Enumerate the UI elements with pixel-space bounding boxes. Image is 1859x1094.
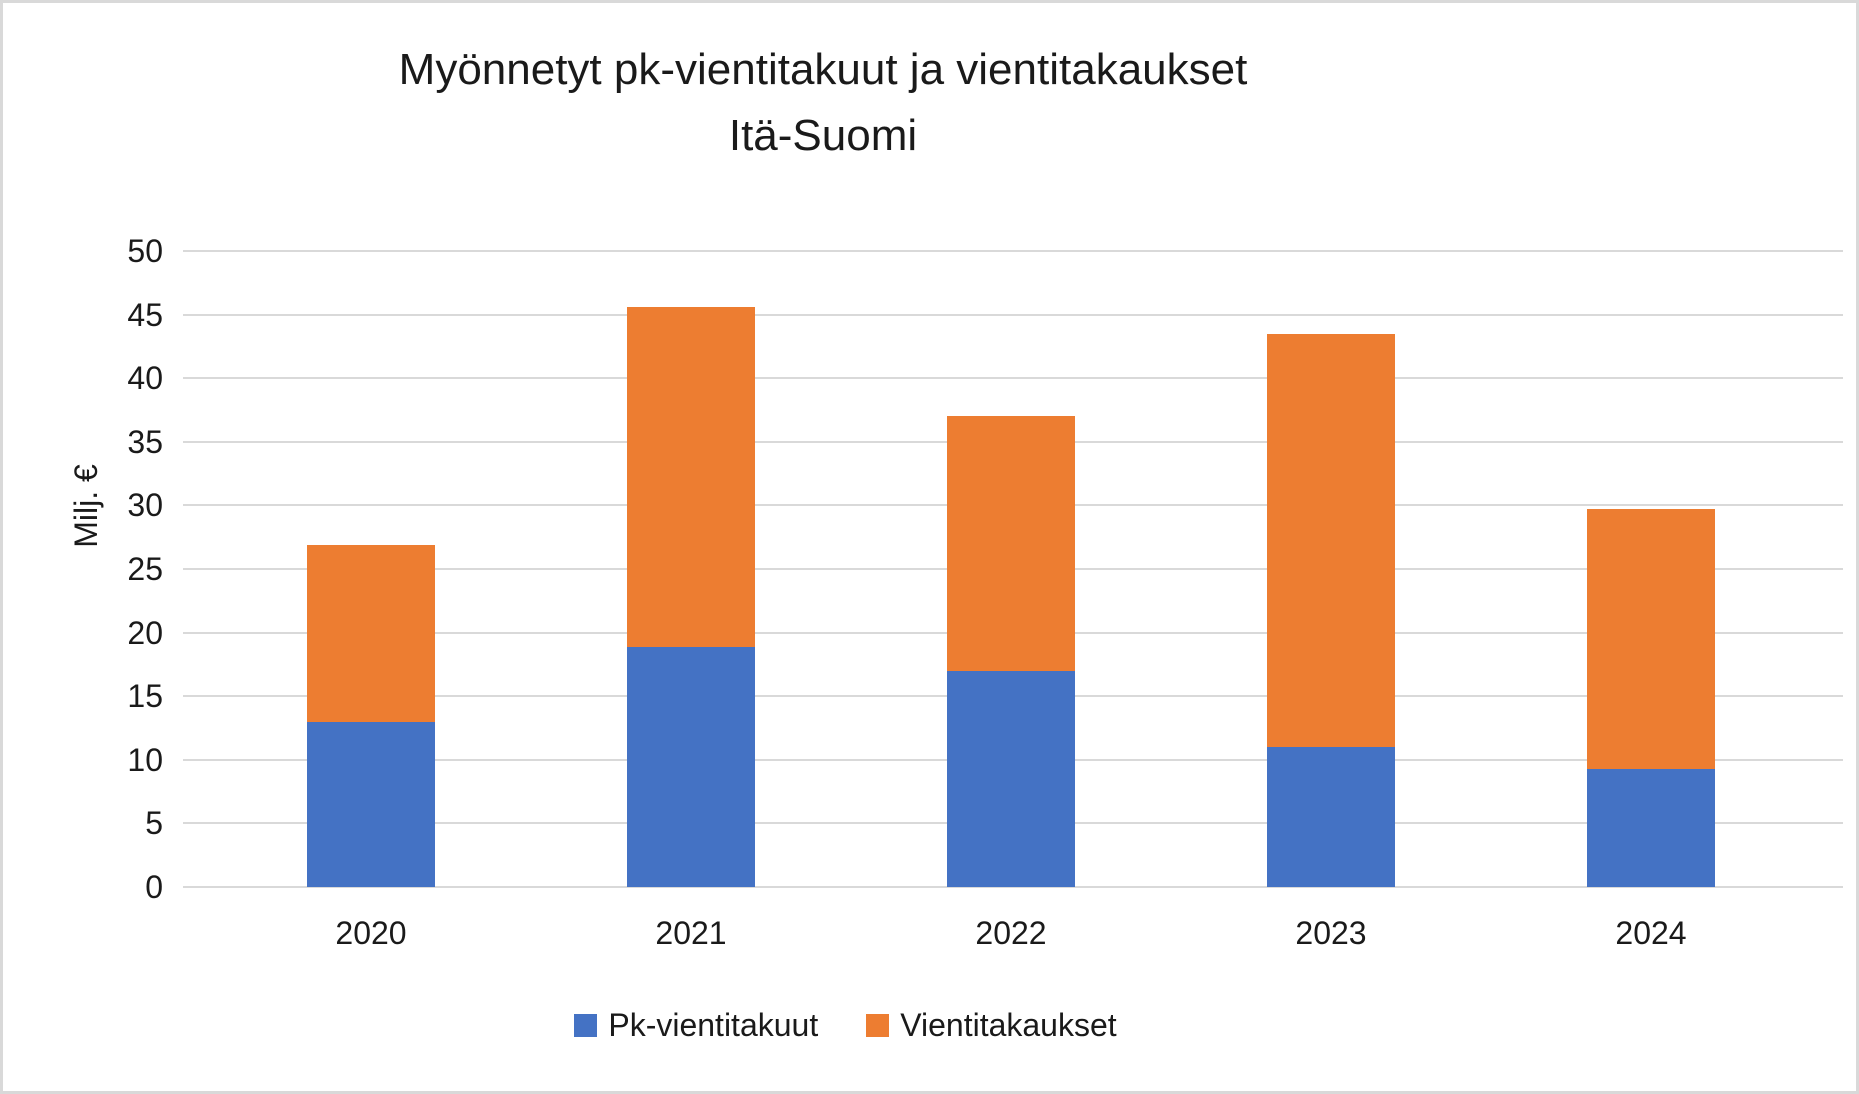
y-tick-label-25: 25	[127, 551, 163, 587]
legend-item-pk-vientitakuut: Pk-vientitakuut	[574, 1007, 818, 1043]
y-tick-label-0: 0	[145, 869, 163, 905]
legend-item-vientitakaukset: Vientitakaukset	[866, 1007, 1117, 1043]
gridline-40	[183, 377, 1843, 380]
bar-2020-pk-vientitakuut	[307, 721, 435, 887]
legend-swatch-pk-vientitakuut	[574, 1013, 598, 1037]
bar-2024-pk-vientitakuut	[1587, 768, 1715, 887]
bar-2021-vientitakaukset	[627, 306, 755, 647]
chart-title: Myönnetyt pk-vientitakuut ja vientitakau…	[3, 37, 1643, 169]
legend: Pk-vientitakuut Vientitakaukset	[3, 1007, 1772, 1043]
y-tick-label-15: 15	[127, 678, 163, 715]
y-tick-label-10: 10	[127, 741, 163, 778]
bar-2020-vientitakaukset	[307, 544, 435, 722]
y-tick-label-50: 50	[127, 233, 163, 269]
plot-area: 0 5 10 15 20 25 30 35 40 45 50 2020 2021 2022 2023 2024	[3, 3, 1856, 1091]
chart-title-line1: Myönnetyt pk-vientitakuut ja vientitakau…	[398, 45, 1248, 94]
y-tick-label-30: 30	[127, 487, 163, 524]
gridline-45	[183, 313, 1843, 316]
x-axis-label-2020: 2020	[335, 915, 407, 951]
gridline-0	[183, 886, 1843, 888]
chart-title-line2: Itä-Suomi	[728, 111, 918, 160]
y-tick-label-5: 5	[145, 805, 163, 842]
x-axis-label-2021: 2021	[655, 915, 727, 951]
legend-swatch-vientitakaukset	[866, 1013, 890, 1037]
y-tick-label-40: 40	[127, 360, 163, 397]
bar-2021-pk-vientitakuut	[627, 646, 755, 887]
bar-2023-vientitakaukset	[1267, 333, 1395, 748]
bar-2022-pk-vientitakuut	[947, 670, 1075, 887]
legend-label-vientitakaukset: Vientitakaukset	[900, 1007, 1117, 1043]
gridline-50	[183, 250, 1843, 252]
bar-2023-pk-vientitakuut	[1267, 747, 1395, 887]
bar-2024-vientitakaukset	[1587, 509, 1715, 769]
y-tick-label-45: 45	[127, 296, 163, 333]
legend-label-pk-vientitakuut: Pk-vientitakuut	[608, 1007, 819, 1043]
x-axis-label-2024: 2024	[1615, 915, 1687, 951]
x-axis-label-2023: 2023	[1295, 915, 1367, 951]
bar-2022-vientitakaukset	[947, 416, 1075, 671]
y-tick-label-35: 35	[127, 423, 163, 460]
y-tick-label-20: 20	[127, 614, 163, 651]
x-axis-label-2022: 2022	[975, 915, 1047, 951]
